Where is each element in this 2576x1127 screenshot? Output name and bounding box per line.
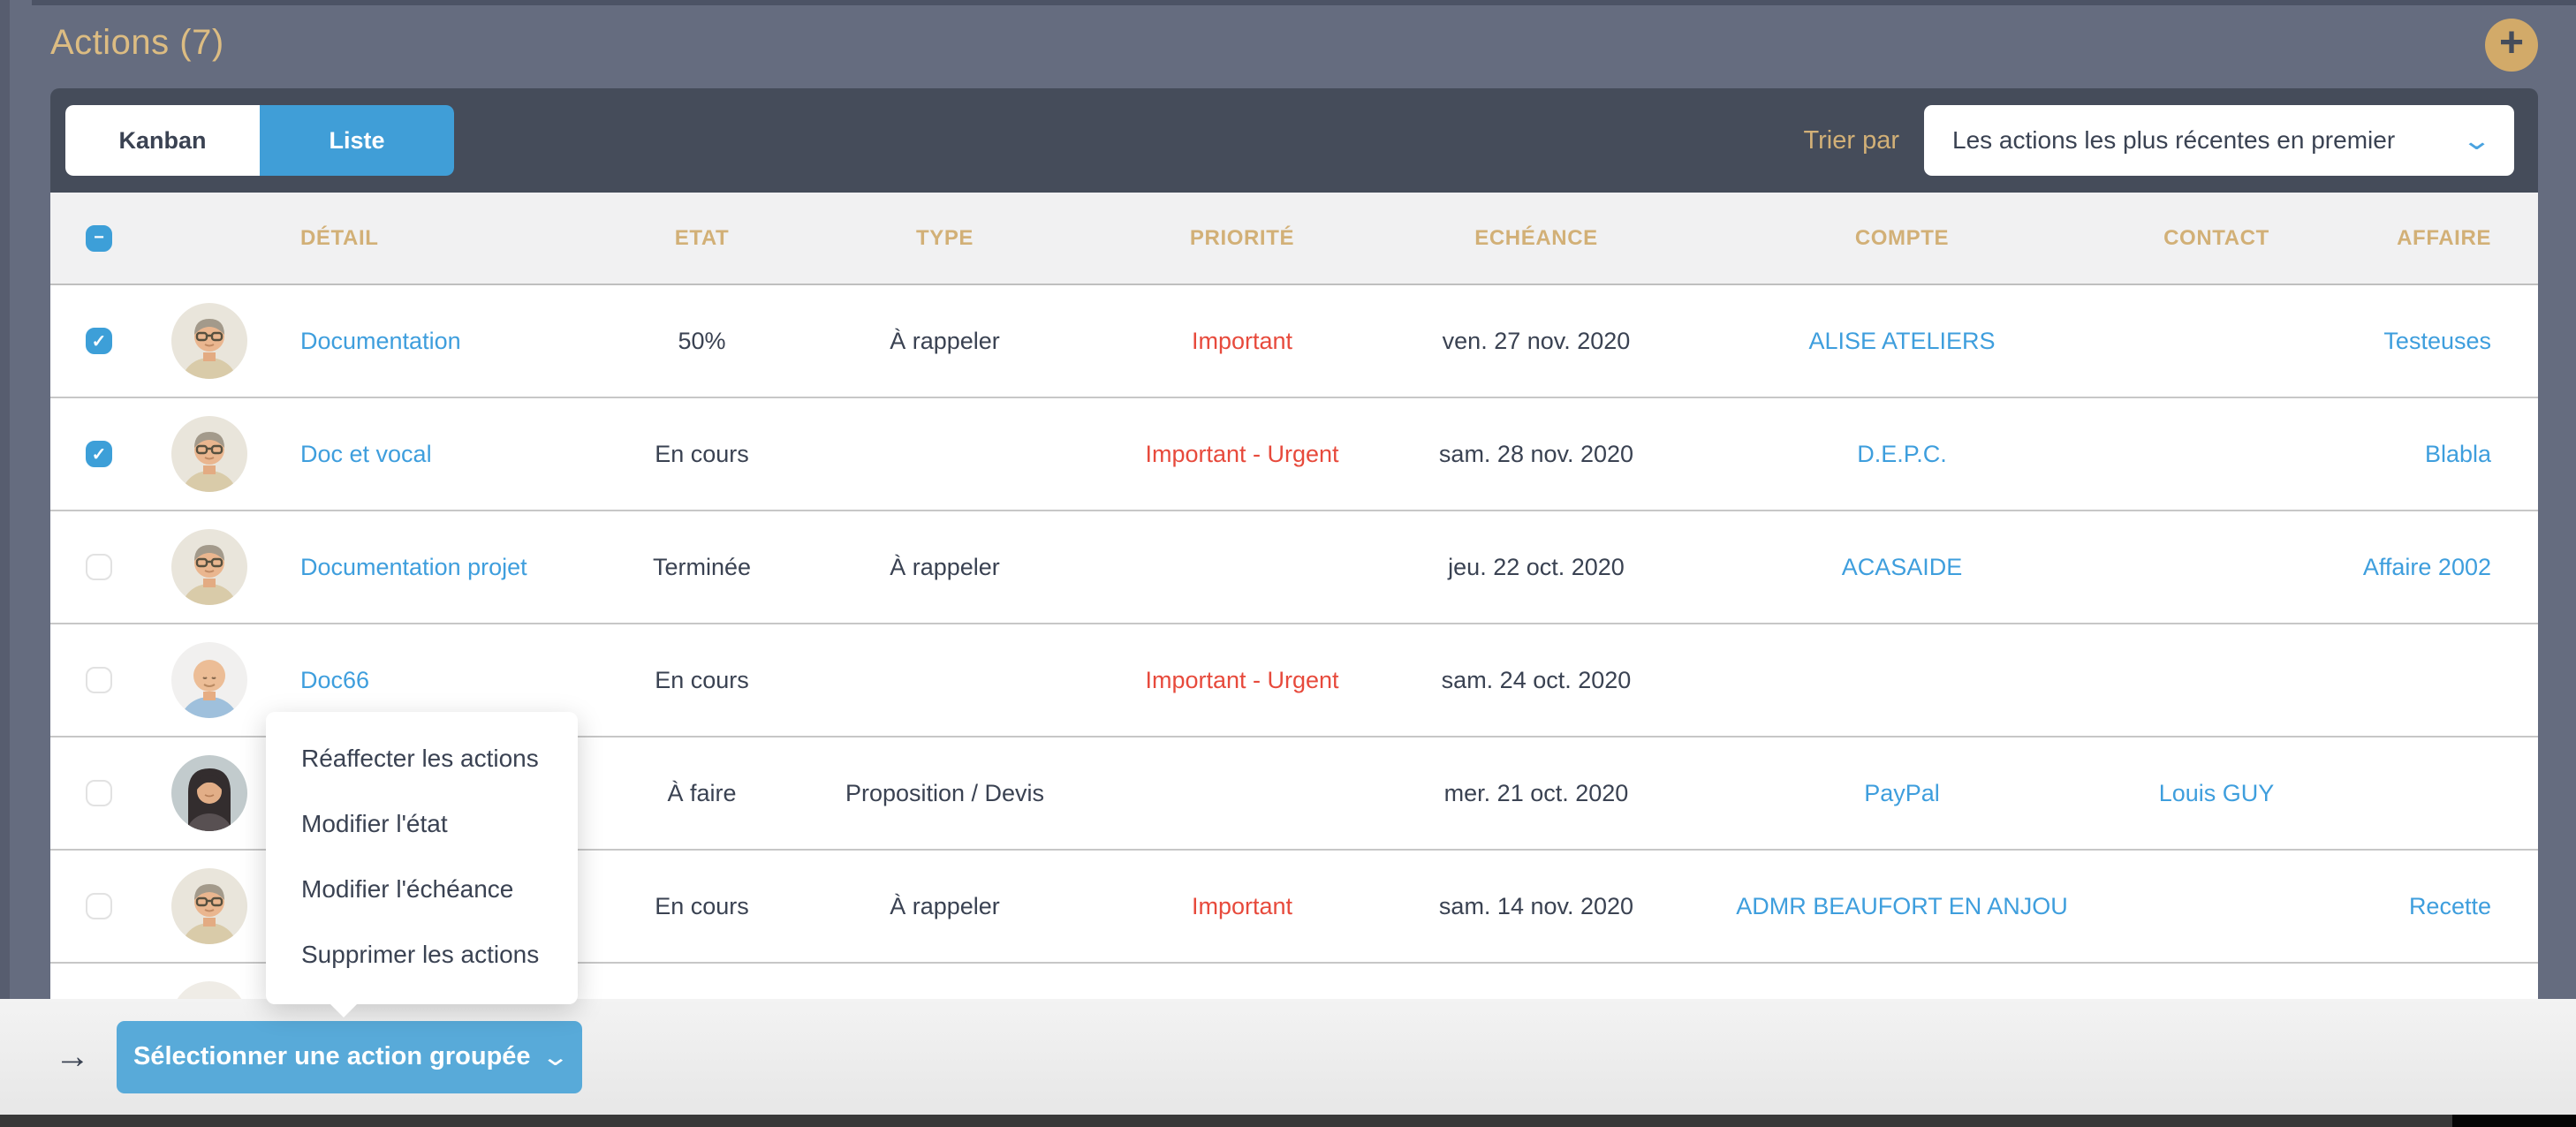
column-header-priorite: PRIORITÉ [1189, 225, 1295, 250]
avatar [171, 642, 247, 718]
view-toggle: Kanban Liste [65, 105, 454, 176]
action-detail-link[interactable]: Documentation [300, 327, 461, 354]
add-action-button[interactable]: + [2485, 19, 2538, 72]
type-cell: À rappeler [890, 327, 1000, 354]
echeance-cell: sam. 28 nov. 2020 [1438, 440, 1634, 467]
type-cell: Proposition / Devis [845, 779, 1045, 806]
plus-icon: + [2498, 19, 2525, 66]
column-header-compte: COMPTE [1854, 225, 1950, 250]
echeance-cell: sam. 24 oct. 2020 [1441, 666, 1632, 693]
chevron-down-icon: ⌄ [540, 1042, 570, 1070]
bottom-edge-strip [0, 1115, 2576, 1127]
menu-item-edit-deadline[interactable]: Modifier l'échéance [301, 875, 514, 903]
etat-cell: En cours [655, 666, 749, 693]
actions-table: − DÉTAIL ETAT TYPE PRIORITÉ ECHÉANCE COM… [50, 193, 2538, 999]
row-checkbox[interactable] [86, 667, 112, 693]
row-checkbox[interactable] [86, 780, 112, 806]
avatar [171, 755, 247, 831]
type-cell: À rappeler [890, 553, 1000, 580]
sort-label: Trier par [1803, 125, 1900, 155]
arrow-right-icon[interactable]: → [55, 1037, 90, 1076]
etat-cell: En cours [655, 892, 749, 919]
column-header-contact: CONTACT [2163, 225, 2269, 250]
bulk-action-label: Sélectionner une action groupée [133, 1042, 531, 1070]
page-title: Actions (7) [50, 23, 224, 62]
bulk-action-menu: Réaffecter les actions Modifier l'état M… [266, 712, 578, 1017]
priorite-cell: Important [1191, 327, 1293, 354]
chevron-down-icon: ⌄ [2460, 125, 2493, 155]
affaire-link[interactable]: Testeuses [2383, 327, 2491, 354]
row-checkbox[interactable] [86, 893, 112, 919]
echeance-cell: ven. 27 nov. 2020 [1442, 327, 1631, 354]
avatar [171, 529, 247, 605]
compte-link[interactable]: D.E.P.C. [1857, 440, 1947, 467]
table-row: ✓ Doc et vocal En cours Important - Urgent s… [50, 398, 2538, 511]
background-top-strip [32, 0, 2576, 5]
action-detail-link[interactable]: Documentation projet [300, 553, 527, 580]
select-all-checkbox[interactable]: − [86, 224, 112, 252]
column-header-detail: DÉTAIL [300, 225, 379, 250]
toolbar: Kanban Liste Trier par Les actions les p… [50, 88, 2538, 193]
compte-link[interactable]: ADMR BEAUFORT EN ANJOU [1736, 892, 2068, 919]
table-row: Documentation projet Terminée À rappeler je… [50, 511, 2538, 624]
avatar [171, 416, 247, 492]
type-cell: À rappeler [890, 892, 1000, 919]
bulk-action-footer: → Sélectionner une action groupée ⌄ [0, 999, 2576, 1115]
etat-cell: 50% [678, 327, 726, 354]
menu-item-delete[interactable]: Supprimer les actions [301, 941, 540, 968]
action-detail-link[interactable]: Doc66 [300, 666, 370, 693]
tab-kanban[interactable]: Kanban [65, 105, 260, 176]
echeance-cell: jeu. 22 oct. 2020 [1448, 553, 1625, 580]
row-checkbox[interactable]: ✓ [86, 441, 112, 467]
compte-link[interactable]: PayPal [1864, 779, 1940, 806]
bulk-action-button[interactable]: Sélectionner une action groupée ⌄ [117, 1020, 582, 1093]
background-left-strip [0, 0, 10, 999]
column-header-echeance: ECHÉANCE [1474, 225, 1598, 250]
etat-cell: En cours [655, 440, 749, 467]
row-checkbox[interactable] [86, 554, 112, 580]
affaire-link[interactable]: Blabla [2424, 440, 2491, 467]
compte-link[interactable]: ACASAIDE [1841, 553, 1963, 580]
echeance-cell: sam. 14 nov. 2020 [1438, 892, 1634, 919]
sort-select[interactable]: Les actions les plus récentes en premier… [1924, 105, 2514, 176]
sort-control: Trier par Les actions les plus récentes … [1803, 105, 2514, 176]
echeance-cell: mer. 21 oct. 2020 [1443, 779, 1629, 806]
table-body: ✓ Documentation 50% À rappeler Important ven.… [50, 285, 2538, 999]
row-checkbox[interactable]: ✓ [86, 328, 112, 354]
table-row: ✓ Documentation 50% À rappeler Important ven.… [50, 285, 2538, 398]
compte-link[interactable]: ALISE ATELIERS [1808, 327, 1996, 354]
menu-item-edit-state[interactable]: Modifier l'état [301, 810, 448, 837]
priorite-cell: Important - Urgent [1145, 666, 1339, 693]
sort-selected-value: Les actions les plus récentes en premier [1952, 126, 2396, 154]
column-header-affaire: AFFAIRE [2397, 225, 2491, 250]
contact-link[interactable]: Louis GUY [2158, 779, 2275, 806]
tab-liste[interactable]: Liste [260, 105, 454, 176]
avatar [171, 868, 247, 944]
priorite-cell: Important - Urgent [1145, 440, 1339, 467]
avatar [171, 303, 247, 379]
affaire-link[interactable]: Recette [2408, 892, 2491, 919]
column-header-etat: ETAT [674, 225, 730, 250]
etat-cell: Terminée [652, 553, 752, 580]
table-header-row: − DÉTAIL ETAT TYPE PRIORITÉ ECHÉANCE COM… [50, 193, 2538, 285]
etat-cell: À faire [667, 779, 737, 806]
priorite-cell: Important [1191, 892, 1293, 919]
column-header-type: TYPE [915, 225, 974, 250]
action-detail-link[interactable]: Doc et vocal [300, 440, 432, 467]
menu-item-reassign[interactable]: Réaffecter les actions [301, 745, 539, 772]
affaire-link[interactable]: Affaire 2002 [2362, 553, 2491, 580]
avatar [171, 981, 247, 999]
